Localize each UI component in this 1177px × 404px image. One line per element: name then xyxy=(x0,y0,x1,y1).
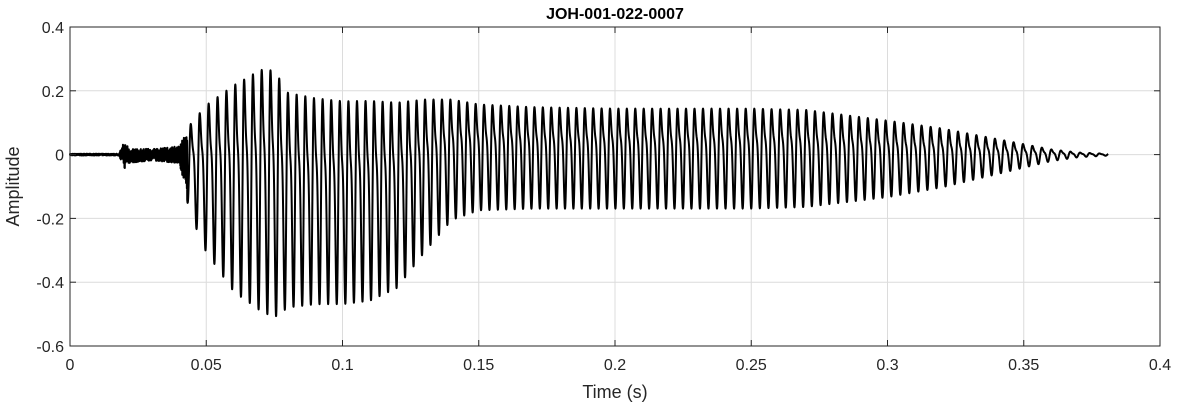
y-tick-label: 0 xyxy=(55,148,64,165)
y-tick-label: -0.6 xyxy=(36,339,64,356)
y-axis-label: Amplitude xyxy=(3,146,23,226)
x-tick-label: 0.25 xyxy=(736,357,767,374)
y-tick-label: 0.2 xyxy=(42,84,64,101)
x-tick-label: 0.1 xyxy=(331,357,353,374)
x-tick-label: 0.2 xyxy=(604,357,626,374)
y-axis-ticks: -0.6 -0.4 -0.2 0 0.2 0.4 xyxy=(36,20,1160,356)
y-tick-label: -0.2 xyxy=(36,211,64,228)
signal-line xyxy=(69,68,1110,318)
x-tick-label: 0.4 xyxy=(1149,357,1171,374)
x-tick-label: 0 xyxy=(66,357,75,374)
y-tick-label: -0.4 xyxy=(36,275,64,292)
signal-trace xyxy=(69,68,1110,318)
x-tick-label: 0.15 xyxy=(463,357,494,374)
x-tick-label: 0.05 xyxy=(191,357,222,374)
x-axis-label: Time (s) xyxy=(582,382,647,402)
x-axis-ticks: 0 0.05 0.1 0.15 0.2 0.25 0.3 0.35 0.4 xyxy=(66,27,1171,374)
x-tick-label: 0.3 xyxy=(876,357,898,374)
chart-title: JOH-001-022-0007 xyxy=(546,6,684,23)
x-tick-label: 0.35 xyxy=(1008,357,1039,374)
y-tick-label: 0.4 xyxy=(42,20,64,37)
